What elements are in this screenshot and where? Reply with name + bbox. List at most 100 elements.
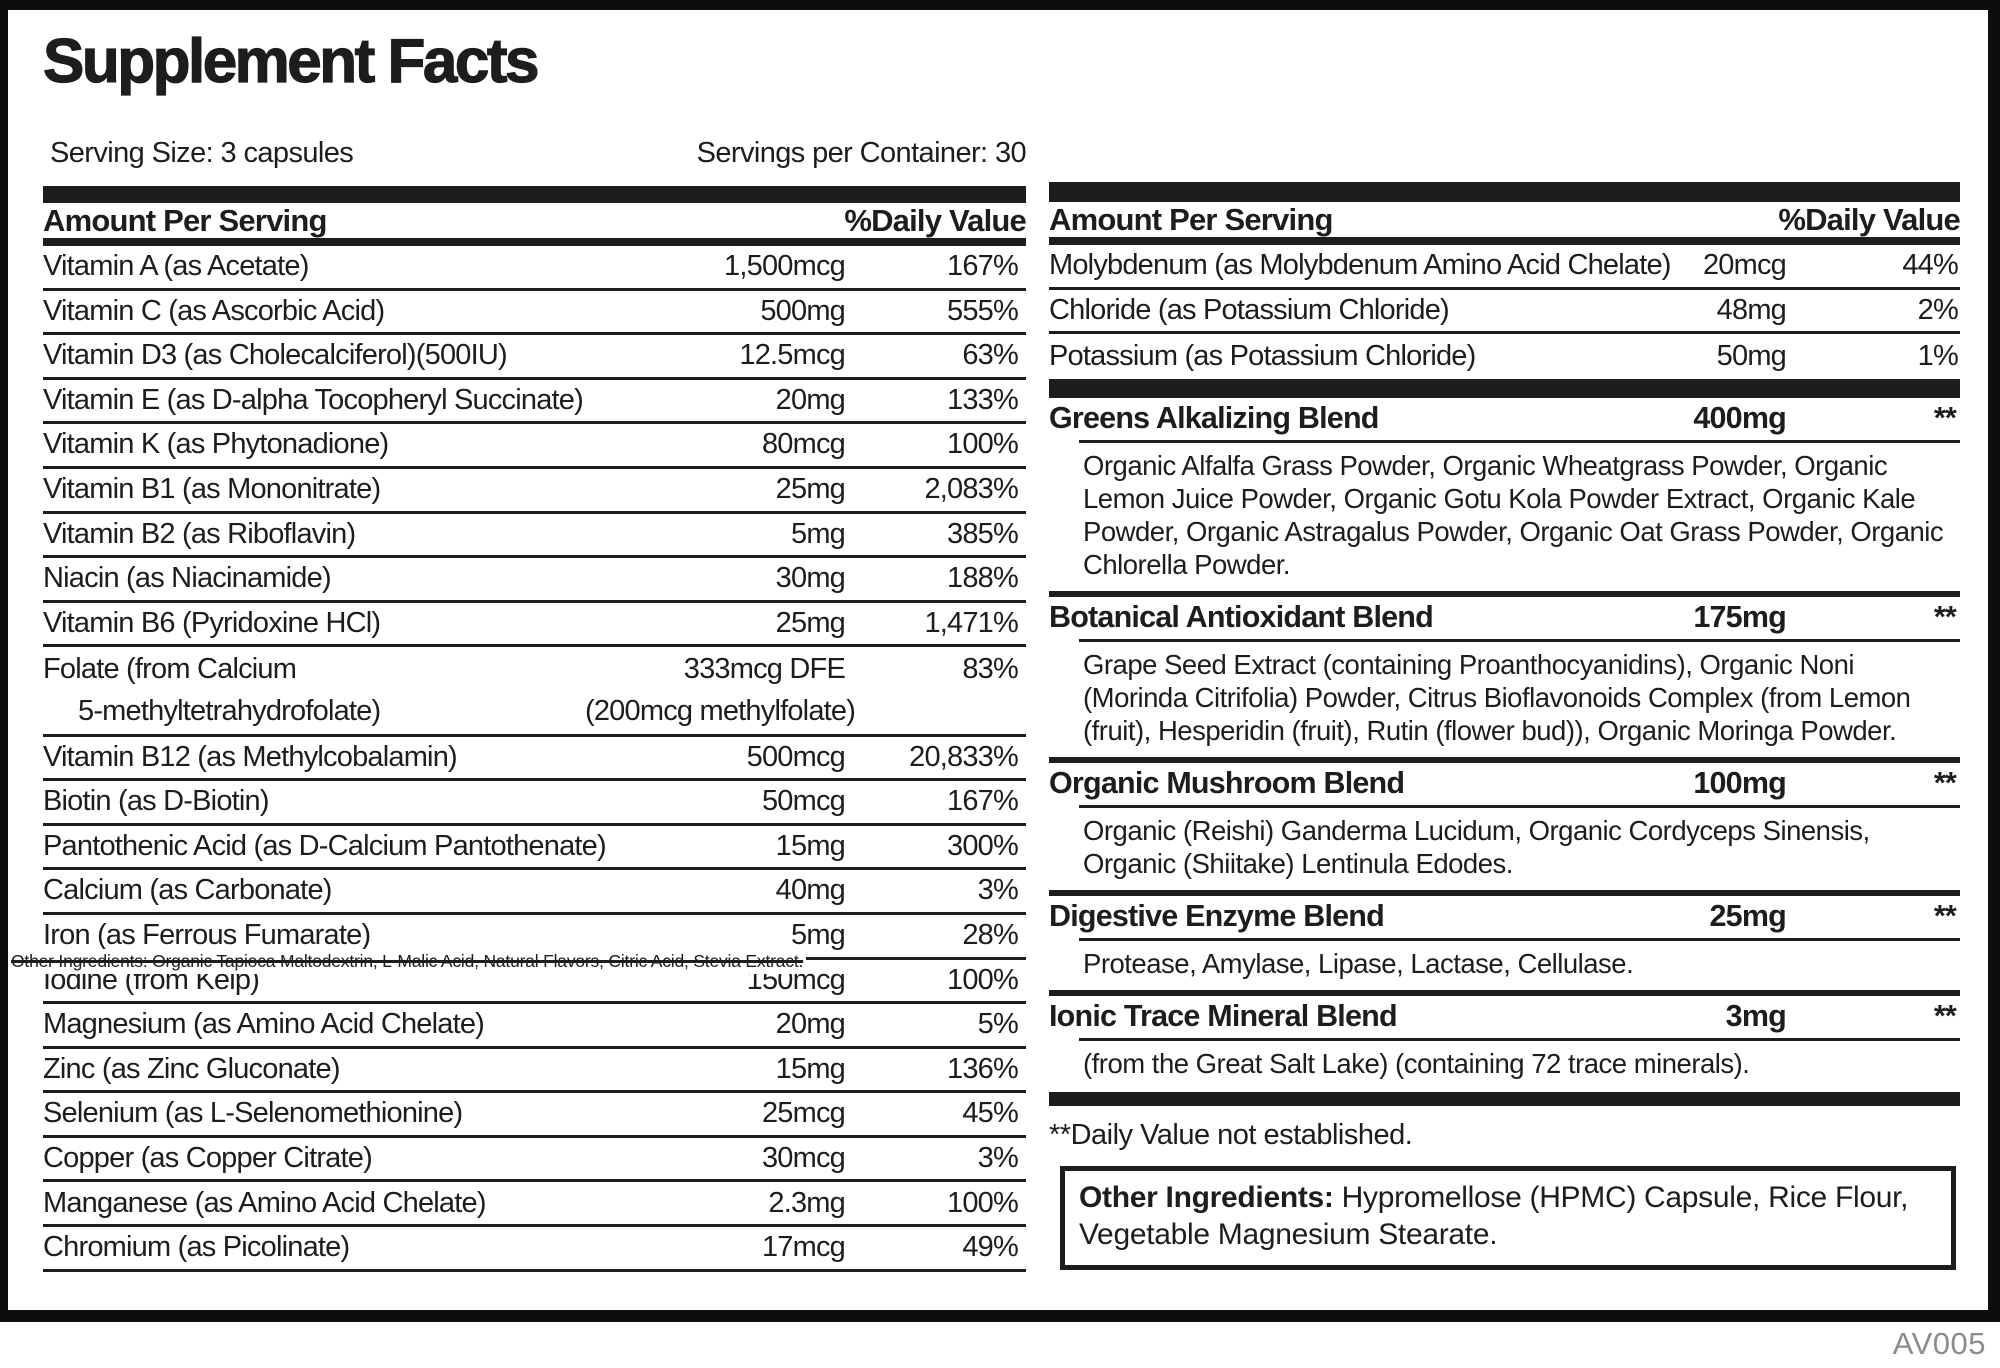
other-ingredients-text: Hypromellose (HPMC) Capsule, Rice Flour,… [1079, 1180, 1909, 1251]
blend-rule [1079, 638, 1960, 642]
nutrient-daily-value: 167% [845, 781, 1026, 823]
daily-value-footnote: **Daily Value not established. [1049, 1118, 1413, 1151]
cell-line: 3% [977, 1141, 1019, 1174]
nutrient-amount: 333mcg DFE (200mcg methylfolate) [585, 647, 856, 733]
table-row: Vitamin B2 (as Riboflavin) 5mg 385% [43, 514, 1026, 559]
cell-line: Vitamin C (as Ascorbic Acid) [43, 294, 385, 327]
cell-line: Vitamin E (as D-alpha Tocopheryl Succina… [43, 383, 584, 416]
table-top-bar [1049, 182, 1960, 202]
cell-line: Vitamin B2 (as Riboflavin) [43, 517, 356, 550]
nutrient-name: Vitamin B12 (as Methylcobalamin) [43, 737, 585, 779]
nutrient-name: Vitamin E (as D-alpha Tocopheryl Succina… [43, 380, 585, 422]
blend-amount: 25mg [1709, 899, 1787, 934]
label-title: Supplement Facts [42, 26, 540, 96]
cell-line: 30mcg [761, 1141, 846, 1174]
cell-line: Vitamin B12 (as Methylcobalamin) [43, 740, 458, 773]
cell-line: 63% [962, 339, 1018, 372]
nutrient-name: Magnesium (as Amino Acid Chelate) [43, 1004, 585, 1046]
blend-divider [1049, 989, 1960, 996]
cell-line: Manganese (as Amino Acid Chelate) [43, 1186, 487, 1219]
table-row: Vitamin E (as D-alpha Tocopheryl Succina… [43, 380, 1026, 425]
nutrient-name: Vitamin C (as Ascorbic Acid) [43, 291, 585, 333]
serving-info-row: Serving Size: 3 capsules Servings per Co… [50, 137, 1027, 170]
cell-line: Vitamin A (as Acetate) [43, 250, 309, 283]
nutrient-amount: 2.3mg [585, 1182, 845, 1224]
nutrient-name: Vitamin B1 (as Mononitrate) [43, 469, 585, 511]
label-code: AV005 [1892, 1326, 1986, 1361]
nutrient-amount: 15mg [585, 826, 846, 868]
cell-line: 385% [947, 517, 1019, 550]
cell-line: 5mg [790, 517, 846, 550]
nutrient-daily-value: 49% [845, 1227, 1026, 1269]
nutrient-daily-value: 28% [845, 915, 1026, 957]
cell-line: Potassium (as Potassium Chloride) [1049, 339, 1476, 372]
blend-amount: 400mg [1693, 401, 1786, 436]
cell-line: (200mcg methylfolate) [585, 694, 856, 727]
cell-line: 300% [947, 829, 1019, 862]
table-row: Folate (from Calcium 5-methyltetrahydrofo… [43, 647, 1026, 737]
nutrient-amount: 20mg [585, 1004, 846, 1046]
nutrient-amount: 80mcg [585, 424, 846, 466]
cell-line: Pantothenic Acid (as D-Calcium Pantothen… [43, 829, 607, 862]
cell-line: 15mg [775, 829, 846, 862]
nutrient-daily-value: 63% [845, 335, 1026, 377]
blend-ingredients: Organic Alfalfa Grass Powder, Organic Wh… [1083, 449, 1944, 580]
cell-line: 30mg [775, 562, 846, 595]
table-top-bar [43, 186, 1026, 203]
blend-ingredients: Organic (Reishi) Ganderma Lucidum, Organ… [1083, 814, 1870, 879]
blend-amount: 175mg [1693, 600, 1786, 635]
cell-line: 25mcg [761, 1097, 846, 1130]
cell-line: 83% [962, 653, 1018, 686]
blend-section: Ionic Trace Mineral Blend 3mg ** (from t… [1049, 996, 1960, 1106]
nutrient-name: Copper (as Copper Citrate) [43, 1138, 585, 1180]
cell-line: 2.3mg [768, 1186, 845, 1219]
cell-line: Chloride (as Potassium Chloride) [1049, 293, 1450, 326]
nutrient-daily-value: 100% [845, 1182, 1026, 1224]
table-row: Vitamin D3 (as Cholecalciferol)(500IU) 1… [43, 335, 1026, 380]
nutrient-daily-value: 20,833% [845, 737, 1026, 779]
blend-name: Digestive Enzyme Blend [1049, 899, 1385, 934]
section-divider-bar [1049, 378, 1960, 398]
cell-line: Iron (as Ferrous Fumarate) [43, 918, 371, 951]
cell-line: 133% [947, 383, 1019, 416]
blend-name: Organic Mushroom Blend [1049, 766, 1405, 801]
cell-line: Vitamin K (as Phytonadione) [43, 428, 389, 461]
nutrient-daily-value: 167% [845, 246, 1026, 288]
blend-section: Greens Alkalizing Blend 400mg ** Organic… [1049, 398, 1960, 597]
blend-name: Greens Alkalizing Blend [1049, 401, 1379, 436]
blend-divider [1049, 1091, 1960, 1106]
label-frame: Supplement Facts Serving Size: 3 capsule… [0, 0, 2000, 1322]
nutrient-daily-value: 1,471% [845, 603, 1026, 645]
cell-line: 80mcg [761, 428, 846, 461]
cell-line: 333mcg DFE [683, 653, 846, 686]
table-row: Manganese (as Amino Acid Chelate) 2.3mg … [43, 1182, 1026, 1228]
cell-line: 49% [962, 1231, 1018, 1264]
table-row: Vitamin B6 (Pyridoxine HCl) 25mg 1,471% [43, 603, 1026, 648]
table-row: Chloride (as Potassium Chloride) 48mg 2% [1049, 290, 1960, 335]
nutrient-daily-value: 385% [845, 514, 1026, 556]
nutrient-daily-value: 555% [845, 291, 1026, 333]
blend-daily-value: ** [1933, 766, 1957, 801]
cell-line: Selenium (as L-Selenomethionine) [43, 1097, 463, 1130]
cell-line: Vitamin B6 (Pyridoxine HCl) [43, 606, 381, 639]
cell-line: 15mg [775, 1052, 846, 1085]
blend-rule [1079, 439, 1960, 443]
cell-line: 136% [947, 1052, 1019, 1085]
cell-line: 28% [962, 918, 1018, 951]
nutrient-name: Manganese (as Amino Acid Chelate) [43, 1182, 585, 1224]
nutrient-name: Potassium (as Potassium Chloride) [1049, 334, 1566, 379]
cell-line: Calcium (as Carbonate) [43, 874, 332, 907]
cell-line: Folate (from Calcium [43, 653, 297, 686]
other-ingredients-box: Other Ingredients: Hypromellose (HPMC) C… [1060, 1165, 1956, 1270]
blend-section: Botanical Antioxidant Blend 175mg ** Gra… [1049, 597, 1960, 763]
cell-line: Niacin (as Niacinamide) [43, 562, 332, 595]
serving-size: Serving Size: 3 capsules [50, 137, 354, 169]
nutrient-amount: 5mg [585, 514, 846, 556]
blend-amount: 3mg [1725, 999, 1787, 1034]
left-table-rows: Vitamin A (as Acetate) 1,500mcg 167% Vit… [43, 246, 1026, 1272]
table-row: Biotin (as D-Biotin) 50mcg 167% [43, 781, 1026, 826]
nutrient-name: Folate (from Calcium 5-methyltetrahydrofo… [43, 647, 585, 733]
cell-line: 500mcg [746, 740, 846, 773]
blend-header: Botanical Antioxidant Blend 175mg ** [1049, 597, 1960, 639]
cell-line: 100% [947, 428, 1019, 461]
